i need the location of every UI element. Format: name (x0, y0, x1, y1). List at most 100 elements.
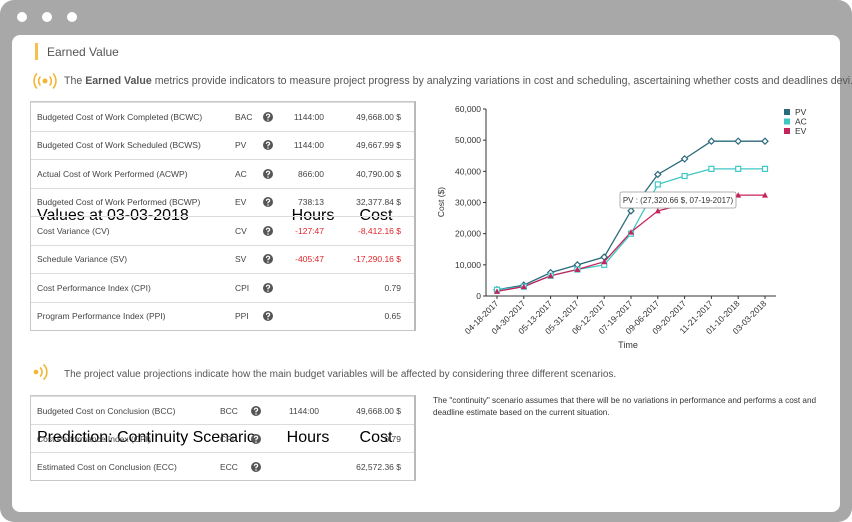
table-row: Cost Performance Index (CPI) CPI 0.79 (31, 424, 414, 452)
row-label: Schedule Variance (SV) (37, 254, 128, 265)
legend-swatch (784, 128, 790, 134)
data-point (601, 258, 608, 265)
header-cell: Prediction: Continuity Scenario (37, 429, 256, 446)
intro-text: metrics provide indicators to measure pr… (151, 75, 852, 87)
row-label: Cost Variance (CV) (37, 225, 110, 236)
row-hours: 866:00 (298, 168, 324, 179)
help-icon (263, 282, 273, 293)
y-tick-label: 40,000 (455, 166, 481, 176)
tooltip-text: PV : (27,320.66 $, 07-19-2017) (623, 196, 734, 205)
table-row: Budgeted Cost of Work Scheduled (BCWS) PV… (31, 130, 414, 160)
table-row: Schedule Variance (SV) SV -405:47 -17,290.1… (31, 244, 414, 274)
row-label: Budgeted Cost of Work Scheduled (BCWS) (37, 140, 201, 151)
header-cell: Values at 03-03-2018 (37, 207, 189, 224)
data-point (654, 181, 661, 188)
legend-swatch (784, 118, 790, 125)
data-point (654, 207, 661, 214)
header-title: Earned Value (47, 45, 119, 59)
row-hours: 1144:00 (288, 405, 319, 416)
row-abbr: PPI (235, 311, 249, 322)
data-point (653, 170, 662, 179)
header-cell: Cost (359, 429, 393, 446)
row-abbr: AC (235, 168, 247, 179)
table-row: Cost Variance (CV) CV -127:47 -8,412.16 $ (31, 216, 414, 245)
row-cost: 62,572.36 $ (356, 461, 401, 472)
data-point (762, 192, 768, 198)
row-hours: -405:47 (295, 254, 324, 265)
y-axis-label: Cost ($) (436, 187, 446, 217)
row-cost: -8,412.16 $ (357, 225, 401, 236)
row-label: Cost Performance Index (CPI) (37, 282, 151, 293)
help-icon (263, 311, 273, 322)
data-point (761, 137, 769, 146)
table-row: Budgeted Cost on Conclusion (BCC) BCC 1144… (31, 396, 414, 424)
row-cost: 0.79 (384, 433, 401, 444)
y-tick-label: 60,000 (455, 104, 481, 114)
window-dot (67, 12, 77, 22)
row-cost: 40,790.00 $ (356, 168, 401, 179)
row-abbr: PV (235, 140, 247, 151)
row-label: Budgeted Cost of Work Completed (BCWC) (37, 111, 203, 122)
row-abbr: BCC (220, 405, 238, 416)
x-axis-label: Time (618, 340, 638, 350)
row-cost: 49,668.00 $ (356, 405, 401, 416)
row-abbr: CPI (235, 282, 250, 293)
row-label: Budgeted Cost on Conclusion (BCC) (37, 405, 176, 416)
data-point (708, 165, 715, 172)
table-row: Estimated Cost on Conclusion (ECC) ECC 62,… (31, 452, 414, 480)
y-tick-label: 30,000 (455, 198, 481, 208)
row-label: Cost Performance Index (CPI) (37, 433, 151, 444)
prediction-note: The "continuity" scenario assumes that t… (433, 396, 817, 417)
row-label: Program Performance Index (PPI) (37, 311, 166, 322)
legend-swatch (784, 109, 790, 115)
row-abbr: EV (235, 197, 247, 208)
y-tick-label: 50,000 (455, 135, 481, 145)
legend-label: EV (795, 126, 807, 136)
help-icon (263, 140, 273, 151)
data-point (680, 155, 689, 163)
window-dot (17, 12, 27, 22)
projection-text: The project value projections indicate h… (64, 369, 617, 380)
intro-text: The Earned Value metrics provide indicat… (64, 75, 852, 87)
table-row: Budgeted Cost of Work Performed (BCWP) EV… (31, 187, 414, 217)
table-row: Program Performance Index (PPI) PPI 0.65 (31, 301, 414, 331)
legend-label: PV (795, 107, 807, 117)
help-icon (251, 433, 261, 444)
signal-icon (33, 72, 57, 90)
intro-text: The (64, 75, 86, 87)
row-abbr: BAC (235, 111, 253, 122)
table-row: Actual Cost of Work Performed (ACWP) AC 86… (31, 159, 414, 188)
help-icon (263, 225, 273, 236)
row-label: Actual Cost of Work Performed (ACWP) (37, 168, 188, 179)
table-row: Cost Performance Index (CPI) CPI 0.79 (31, 273, 414, 302)
data-point (735, 192, 742, 198)
data-point (734, 137, 743, 146)
row-abbr: CPI (220, 433, 235, 444)
prediction-table: Prediction: Continuity Scenario Hours Cost… (30, 395, 416, 481)
data-point (735, 165, 742, 172)
data-point (628, 229, 634, 235)
y-tick-label: 10,000 (455, 260, 481, 270)
legend-label: AC (795, 117, 807, 127)
help-icon (263, 111, 273, 122)
help-icon (263, 168, 273, 179)
help-icon (251, 405, 261, 416)
row-cost: 32,377.84 $ (356, 197, 401, 208)
data-point (520, 283, 527, 290)
data-point (707, 137, 716, 146)
signal-icon (33, 363, 48, 381)
header-accent (35, 43, 38, 60)
data-point (494, 288, 500, 294)
row-hours: 738:13 (298, 197, 324, 208)
row-cost: -17,290.16 $ (353, 254, 401, 265)
row-abbr: CV (235, 225, 247, 236)
y-tick-label: 20,000 (455, 229, 481, 239)
tooltip-box (619, 191, 737, 209)
row-abbr: ECC (220, 461, 238, 472)
header-cell: Hours (286, 429, 330, 446)
row-cost: 0.79 (384, 282, 401, 293)
help-icon (251, 461, 261, 472)
data-point (681, 172, 688, 180)
y-tick-label: 0 (476, 291, 481, 301)
